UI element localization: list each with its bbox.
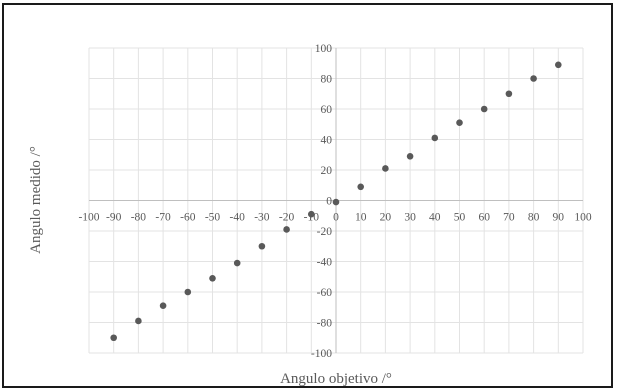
data-point [505, 90, 513, 98]
x-tick-label: -40 [230, 212, 246, 224]
data-point [357, 183, 365, 191]
chart-frame [2, 3, 613, 388]
data-point [555, 61, 562, 69]
x-tick-label: 0 [333, 212, 339, 224]
x-tick-label: -20 [279, 212, 295, 224]
data-point [258, 242, 266, 250]
data-point [283, 226, 290, 233]
data-point [530, 75, 537, 82]
y-tick-label: -20 [317, 226, 333, 238]
y-tick-label: 100 [315, 43, 333, 55]
y-tick-label: 40 [321, 135, 333, 147]
y-tick-label: 60 [321, 104, 333, 116]
data-point [135, 317, 142, 325]
data-point [110, 334, 117, 342]
y-tick-label: -80 [317, 318, 333, 330]
x-tick-label: 80 [528, 212, 540, 224]
data-point [332, 198, 340, 206]
y-tick-label: -60 [317, 287, 333, 299]
y-tick-label: -100 [311, 348, 332, 360]
x-tick-label: -30 [254, 212, 270, 224]
x-tick-label: -90 [106, 212, 122, 224]
x-tick-label: -80 [131, 212, 147, 224]
data-point [480, 105, 488, 113]
x-tick-label: 70 [503, 212, 515, 224]
data-point [308, 210, 315, 218]
x-tick-label: -10 [304, 212, 320, 224]
x-tick-label: 60 [478, 212, 490, 224]
data-point [431, 134, 439, 142]
data-points [110, 61, 562, 342]
data-point [456, 119, 463, 127]
x-tick-label: 50 [454, 212, 466, 224]
y-tick-label: 80 [321, 74, 333, 86]
x-tick-label: 90 [553, 212, 565, 224]
x-tick-label: 100 [574, 212, 592, 224]
y-tick-label: 20 [321, 165, 333, 177]
x-tick-label: -50 [205, 212, 221, 224]
data-point [184, 288, 192, 296]
x-tick-label: 40 [429, 212, 441, 224]
y-tick-label: -40 [317, 257, 333, 269]
data-point [209, 274, 216, 282]
x-axis-title: Angulo objetivo /° [280, 371, 392, 387]
y-tick-labels: 100 80 60 40 20 0 -20 -40 -60 -80 -100 [311, 43, 332, 360]
x-tick-label: -70 [155, 212, 171, 224]
x-tick-label: 20 [380, 212, 392, 224]
x-tick-label: 30 [404, 212, 416, 224]
y-tick-label: 0 [326, 196, 332, 208]
data-point [233, 259, 241, 267]
data-point [382, 165, 389, 172]
x-tick-label: 10 [355, 212, 367, 224]
x-tick-label: -60 [180, 212, 196, 224]
y-axis-title: Angulo medido /° [28, 146, 44, 254]
x-tick-labels: -100 -90 -80 -70 -60 -50 -40 -30 -20 -10 0 10 20 30 40… [78, 212, 591, 224]
data-point [406, 152, 414, 160]
data-point [159, 302, 167, 310]
x-tick-label: -100 [78, 212, 99, 224]
